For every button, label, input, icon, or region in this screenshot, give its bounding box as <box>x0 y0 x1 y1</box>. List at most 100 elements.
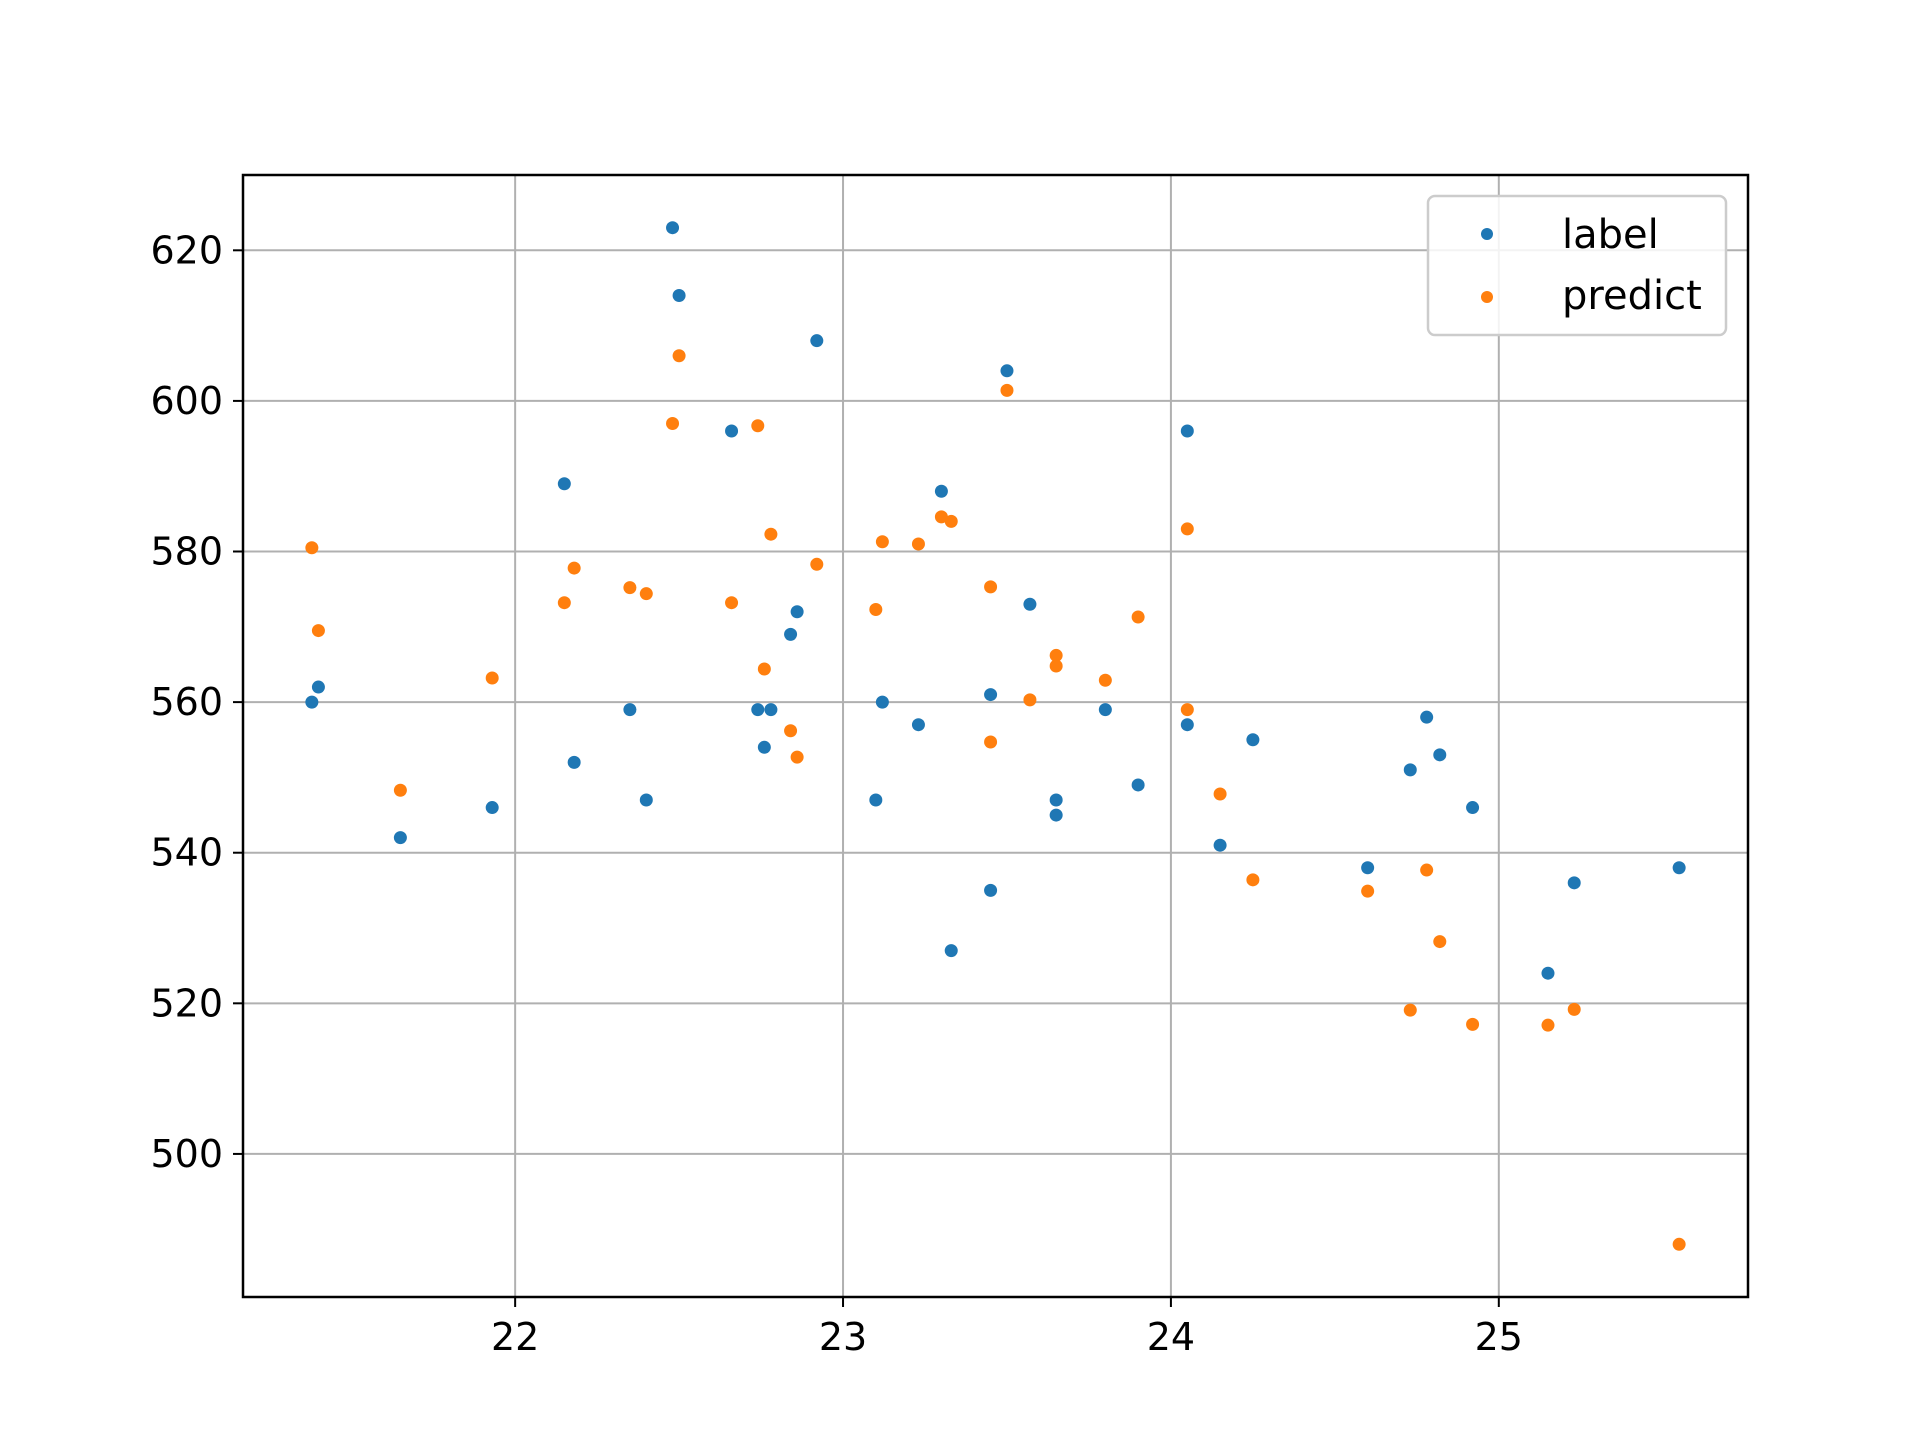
point-label <box>1541 966 1555 980</box>
point-predict <box>305 541 319 555</box>
point-predict <box>1180 703 1194 717</box>
point-label <box>869 793 883 807</box>
legend-marker-predict <box>1481 291 1493 303</box>
x-tick-label: 22 <box>491 1315 539 1359</box>
point-predict <box>1098 673 1112 687</box>
point-predict <box>623 581 637 595</box>
point-predict <box>1541 1018 1555 1032</box>
point-predict <box>1049 648 1063 662</box>
point-label <box>639 793 653 807</box>
point-predict <box>757 662 771 676</box>
point-label <box>1023 597 1037 611</box>
point-label <box>1131 778 1145 792</box>
x-tick-label: 23 <box>819 1315 867 1359</box>
point-label <box>1000 364 1014 378</box>
legend-label-label: label <box>1562 212 1659 258</box>
point-label <box>1403 763 1417 777</box>
point-label <box>764 703 778 717</box>
point-predict <box>557 596 571 610</box>
point-label <box>1098 703 1112 717</box>
point-label <box>1420 710 1434 724</box>
point-predict <box>751 419 765 433</box>
point-predict <box>1000 383 1014 397</box>
legend-box <box>1426 194 1728 337</box>
point-label <box>757 740 771 754</box>
x-tick-label: 25 <box>1475 1315 1523 1359</box>
point-predict <box>875 535 889 549</box>
point-predict <box>1361 884 1375 898</box>
point-predict <box>934 510 948 524</box>
y-tick-label: 600 <box>150 379 223 423</box>
point-label <box>725 424 739 438</box>
point-predict <box>1049 659 1063 673</box>
legend: label predict <box>1426 194 1728 337</box>
y-tick-label: 500 <box>150 1132 223 1176</box>
point-predict <box>790 750 804 764</box>
point-predict <box>810 557 824 571</box>
point-label <box>1049 793 1063 807</box>
y-tick-label: 620 <box>150 228 223 272</box>
point-predict <box>1433 935 1447 949</box>
point-predict <box>725 596 739 610</box>
point-predict <box>784 724 798 738</box>
y-tick-label: 560 <box>150 680 223 724</box>
legend-label-predict: predict <box>1562 273 1702 319</box>
point-predict <box>666 416 680 430</box>
y-tick-label: 580 <box>150 530 223 574</box>
point-label <box>1049 808 1063 822</box>
point-label <box>810 334 824 348</box>
point-label <box>567 755 581 769</box>
point-predict <box>764 527 778 541</box>
point-predict <box>869 602 883 616</box>
point-predict <box>1131 610 1145 624</box>
point-predict <box>911 537 925 551</box>
point-label <box>1180 718 1194 732</box>
point-label <box>1180 424 1194 438</box>
point-label <box>1672 861 1686 875</box>
point-label <box>790 605 804 619</box>
point-label <box>1466 801 1480 815</box>
y-axis-ticks: 500 520 540 560 580 600 620 <box>150 228 243 1176</box>
plot-frame <box>241 173 1750 1299</box>
point-label <box>944 944 958 958</box>
point-label <box>1567 876 1581 890</box>
point-predict <box>1420 863 1434 877</box>
point-predict <box>393 783 407 797</box>
point-label <box>751 703 765 717</box>
point-label <box>875 695 889 709</box>
point-predict <box>1466 1017 1480 1031</box>
point-predict <box>1023 693 1037 707</box>
point-label <box>623 703 637 717</box>
point-predict <box>1246 873 1260 887</box>
legend-marker-label <box>1481 228 1493 240</box>
point-predict <box>984 735 998 749</box>
point-predict <box>1180 522 1194 536</box>
y-tick-label: 520 <box>150 981 223 1025</box>
point-predict <box>944 514 958 528</box>
point-label <box>1433 748 1447 762</box>
point-label <box>934 484 948 498</box>
point-predict <box>984 580 998 594</box>
point-predict <box>672 349 686 363</box>
point-label <box>393 831 407 845</box>
point-predict <box>1213 787 1227 801</box>
point-label <box>305 695 319 709</box>
point-label <box>1361 861 1375 875</box>
series-predict <box>305 349 1686 1251</box>
point-predict <box>485 671 499 685</box>
point-predict <box>639 587 653 601</box>
point-label <box>784 627 798 641</box>
point-predict <box>311 624 325 638</box>
point-label <box>557 477 571 491</box>
x-axis-ticks: 22 23 24 25 <box>491 1297 1523 1359</box>
point-label <box>984 883 998 897</box>
point-label <box>666 221 680 235</box>
point-label <box>672 288 686 302</box>
y-tick-label: 540 <box>150 831 223 875</box>
data-points <box>305 221 1686 1251</box>
x-tick-label: 24 <box>1147 1315 1195 1359</box>
series-label <box>305 221 1686 980</box>
point-label <box>984 688 998 702</box>
point-label <box>1213 838 1227 852</box>
